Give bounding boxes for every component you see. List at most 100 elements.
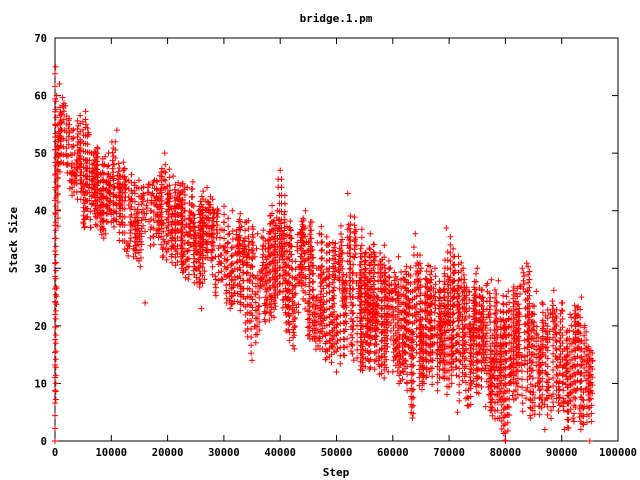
data-point [456,389,463,396]
data-point [181,192,188,199]
data-point [185,247,192,254]
data-point [286,313,293,320]
data-point [228,293,235,300]
data-point [440,294,447,301]
x-tick-label: 30000 [208,447,240,459]
data-point [491,327,498,334]
data-point [140,191,147,198]
data-point [358,242,365,249]
data-point [110,223,117,230]
data-point [288,243,295,250]
data-point [82,108,89,115]
data-point [255,303,262,310]
data-point [139,206,146,213]
data-point [237,307,244,314]
data-point [366,293,373,300]
data-point [377,249,384,256]
data-point [399,368,406,375]
data-point [486,306,493,313]
y-tick-label: 20 [34,321,47,333]
data-point [250,250,257,257]
data-point [112,146,119,153]
data-point [525,320,532,327]
data-point [179,196,186,203]
data-point [281,192,288,199]
data-point [371,366,378,373]
data-point [207,201,214,208]
data-point [292,322,299,329]
data-point [158,201,165,208]
data-point [381,345,388,352]
data-point [383,364,390,371]
data-point [387,319,394,326]
data-point [128,211,135,218]
data-point [223,249,230,256]
data-point [323,346,330,353]
data-point [504,419,511,426]
data-point [54,174,61,181]
data-point [105,150,112,157]
data-point [121,181,128,188]
data-point [153,185,160,192]
data-point [73,189,80,196]
data-point [331,244,338,251]
data-point [516,345,523,352]
data-point [429,365,436,372]
data-point [568,322,575,329]
data-point [285,278,292,285]
data-point [310,301,317,308]
data-point [473,270,480,277]
data-point [362,265,369,272]
data-point [456,373,463,380]
data-point [116,229,123,236]
data-point [53,285,60,292]
data-point [337,222,344,229]
data-point [285,270,292,277]
data-point [69,143,76,150]
data-point [86,165,93,172]
data-point [185,271,192,278]
data-point [199,256,206,263]
data-point [209,247,216,254]
data-point [133,210,140,217]
data-point [362,273,369,280]
data-point [277,167,284,174]
data-point [536,354,543,361]
data-point [519,384,526,391]
data-point [285,295,292,302]
data-point [171,186,178,193]
data-point [256,302,263,309]
data-point [87,224,94,231]
data-point [160,220,167,227]
data-point [378,314,385,321]
data-point [373,349,380,356]
data-point [371,350,378,357]
data-point [196,284,203,291]
data-point [147,234,154,241]
data-point [571,418,578,425]
data-point [450,294,457,301]
data-point [317,321,324,328]
data-point [349,286,356,293]
data-point [54,183,61,190]
data-point [553,371,560,378]
data-point [104,218,111,225]
data-point [334,329,341,336]
data-point [383,286,390,293]
data-point [84,205,91,212]
data-point [455,277,462,284]
data-point [272,254,279,261]
data-point [121,205,128,212]
data-point [493,290,500,297]
data-point [158,209,165,216]
data-point [403,380,410,387]
data-point [110,169,117,176]
data-point [267,301,274,308]
data-point [292,282,299,289]
data-point [134,206,141,213]
data-point [450,245,457,252]
data-point [295,309,302,316]
data-point [519,265,526,272]
data-point [378,354,385,361]
data-point [106,174,113,181]
